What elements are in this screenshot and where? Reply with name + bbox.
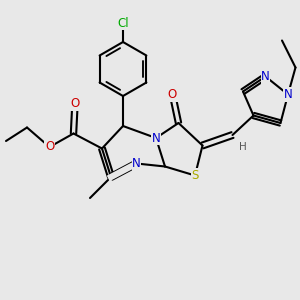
Text: N: N bbox=[284, 88, 292, 101]
Text: H: H bbox=[239, 142, 247, 152]
Text: S: S bbox=[191, 169, 199, 182]
Text: O: O bbox=[168, 88, 177, 101]
Text: N: N bbox=[152, 131, 160, 145]
Text: Cl: Cl bbox=[117, 16, 129, 30]
Text: O: O bbox=[45, 140, 54, 154]
Text: N: N bbox=[261, 70, 270, 83]
Text: N: N bbox=[132, 157, 141, 170]
Text: O: O bbox=[70, 97, 80, 110]
